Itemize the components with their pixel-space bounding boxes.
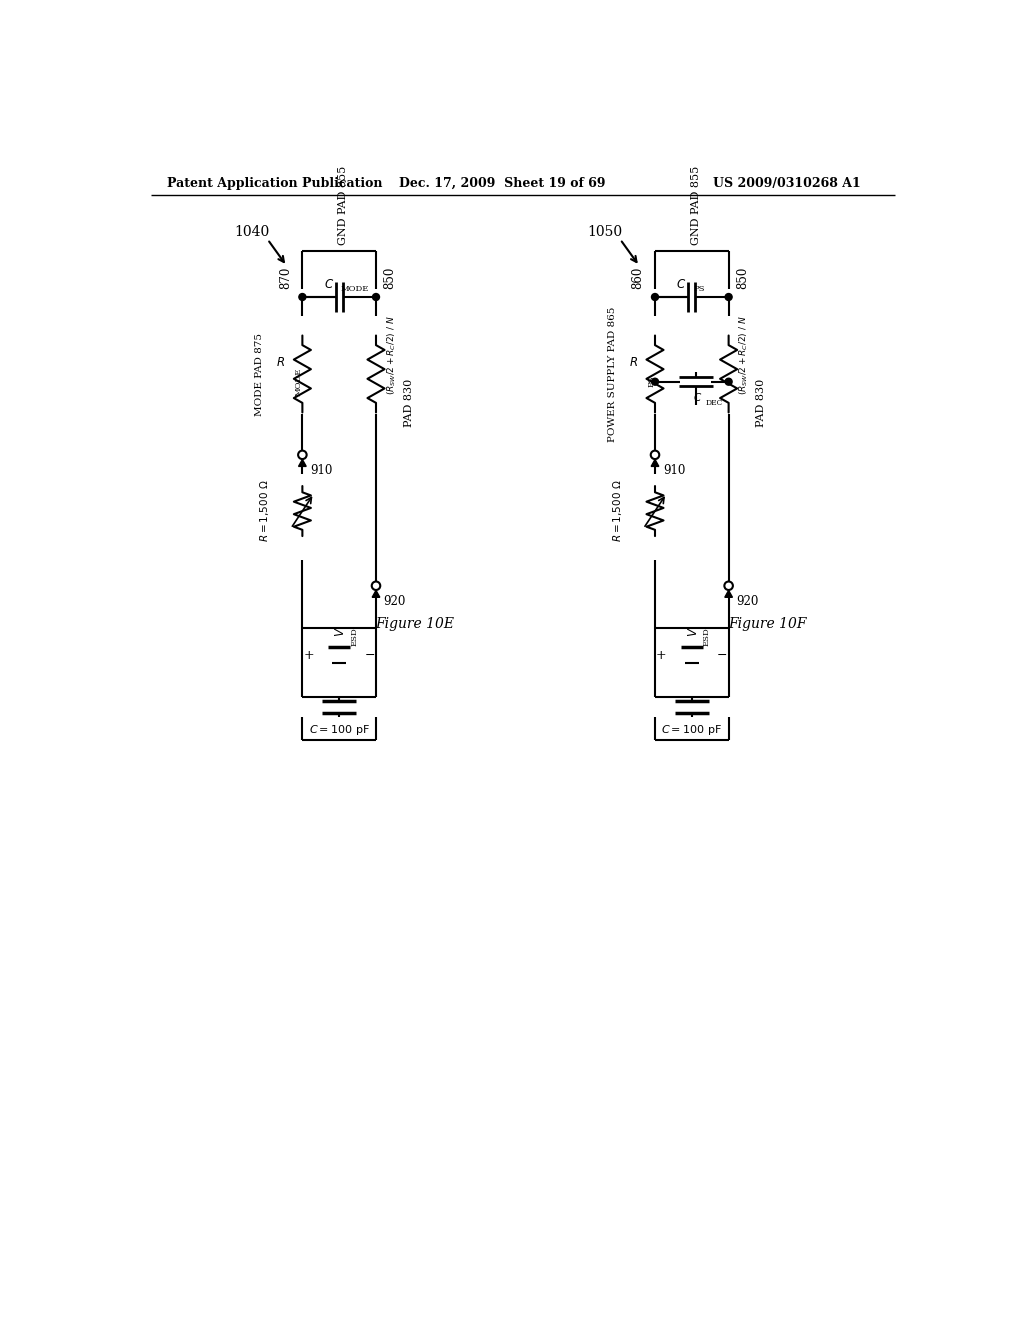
Text: Dec. 17, 2009  Sheet 19 of 69: Dec. 17, 2009 Sheet 19 of 69 (399, 177, 606, 190)
Text: $V$: $V$ (334, 626, 347, 636)
Text: $C$: $C$ (693, 391, 702, 403)
Text: 910: 910 (310, 465, 333, 477)
Text: +: + (656, 648, 667, 661)
Text: MODE PAD 875: MODE PAD 875 (255, 333, 264, 416)
Text: PS: PS (647, 376, 655, 388)
Text: 920: 920 (384, 595, 407, 609)
Circle shape (651, 293, 658, 301)
Text: MODE: MODE (295, 367, 303, 396)
Text: 850: 850 (383, 267, 396, 289)
Text: PS: PS (693, 285, 705, 293)
Text: Figure 10E: Figure 10E (375, 618, 455, 631)
Polygon shape (372, 590, 380, 598)
Text: ESD: ESD (702, 627, 711, 645)
Text: 1040: 1040 (234, 224, 269, 239)
Text: $(R_{SW}/2 + R_C/2)\ /\ N$: $(R_{SW}/2 + R_C/2)\ /\ N$ (385, 315, 397, 395)
Circle shape (724, 582, 733, 590)
Text: MODE: MODE (341, 285, 369, 293)
Text: 920: 920 (736, 595, 759, 609)
Circle shape (373, 293, 380, 301)
Text: PAD 830: PAD 830 (756, 379, 766, 428)
Text: $C = 100\ \mathrm{pF}$: $C = 100\ \mathrm{pF}$ (308, 723, 370, 737)
Text: Figure 10F: Figure 10F (728, 618, 807, 631)
Text: 850: 850 (736, 267, 750, 289)
Circle shape (298, 450, 306, 459)
Circle shape (299, 293, 306, 301)
Text: Patent Application Publication: Patent Application Publication (167, 177, 382, 190)
Text: $V$: $V$ (687, 626, 699, 636)
Text: $R = 1{,}500\ \Omega$: $R = 1{,}500\ \Omega$ (258, 480, 271, 543)
Text: 860: 860 (632, 267, 644, 289)
Text: PAD 830: PAD 830 (403, 379, 414, 428)
Text: DEC: DEC (706, 399, 723, 407)
Text: $C$: $C$ (324, 277, 334, 290)
Text: $C = 100\ \mathrm{pF}$: $C = 100\ \mathrm{pF}$ (662, 723, 722, 737)
Text: GND PAD 855: GND PAD 855 (690, 165, 700, 244)
Text: US 2009/0310268 A1: US 2009/0310268 A1 (713, 177, 861, 190)
Text: $R = 1{,}500\ \Omega$: $R = 1{,}500\ \Omega$ (611, 480, 624, 543)
Text: GND PAD 855: GND PAD 855 (338, 165, 348, 244)
Text: $(R_{SW}/2 + R_C/2)\ /\ N$: $(R_{SW}/2 + R_C/2)\ /\ N$ (738, 315, 751, 395)
Text: 910: 910 (663, 465, 685, 477)
Circle shape (650, 450, 659, 459)
Text: −: − (365, 648, 375, 661)
Text: $R$: $R$ (629, 356, 638, 370)
Text: 870: 870 (279, 267, 292, 289)
Text: $C$: $C$ (676, 277, 686, 290)
Text: POWER SUPPLY PAD 865: POWER SUPPLY PAD 865 (608, 306, 616, 442)
Polygon shape (651, 459, 658, 466)
Text: 1050: 1050 (587, 224, 623, 239)
Circle shape (725, 379, 732, 385)
Polygon shape (725, 590, 732, 598)
Circle shape (725, 293, 732, 301)
Polygon shape (299, 459, 306, 466)
Text: −: − (717, 648, 728, 661)
Circle shape (651, 379, 658, 385)
Text: +: + (303, 648, 314, 661)
Text: $R$: $R$ (276, 356, 286, 370)
Circle shape (372, 582, 380, 590)
Text: ESD: ESD (350, 627, 358, 645)
